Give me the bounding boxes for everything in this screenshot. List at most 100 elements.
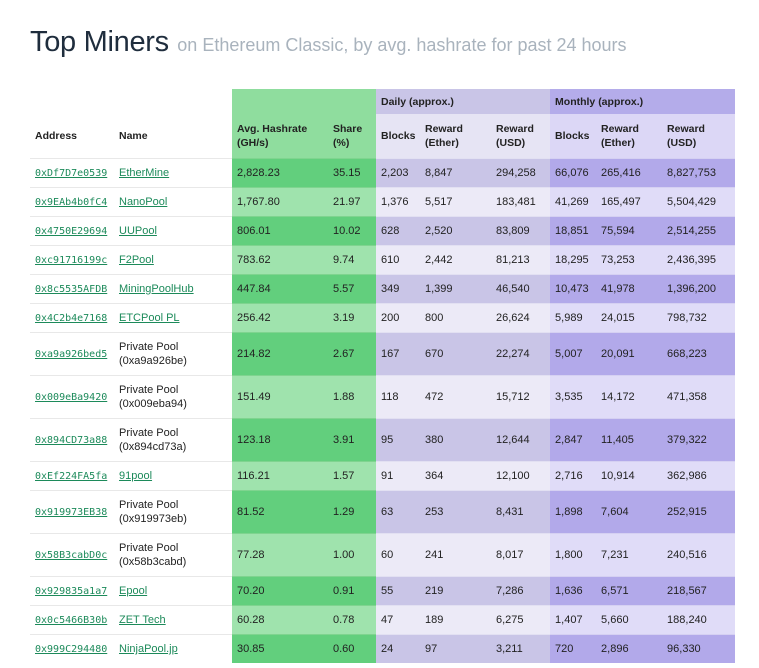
share-cell: 2.67 <box>328 332 376 376</box>
daily-reward-ether-cell: 380 <box>420 418 491 462</box>
daily-reward-ether-cell: 5,517 <box>420 187 491 217</box>
monthly-reward-usd-cell: 8,827,753 <box>662 158 736 188</box>
daily-reward-ether-cell: 800 <box>420 303 491 333</box>
miner-name-link[interactable]: F2Pool <box>119 254 154 266</box>
page-subtitle: on Ethereum Classic, by avg. hashrate fo… <box>177 35 627 55</box>
miner-name-link[interactable]: Epool <box>119 585 148 597</box>
column-header-daily-blocks: Blocks <box>376 114 420 159</box>
monthly-blocks-cell: 5,007 <box>550 332 597 376</box>
daily-reward-usd-cell: 6,275 <box>491 605 551 635</box>
daily-blocks-cell: 24 <box>376 634 420 663</box>
hashrate-cell: 1,767.80 <box>232 187 328 217</box>
monthly-blocks-cell: 3,535 <box>550 375 597 419</box>
name-cell: ETCPool PL <box>114 304 232 333</box>
monthly-reward-ether-cell: 75,594 <box>596 216 663 246</box>
miner-name-link[interactable]: EtherMine <box>119 167 170 179</box>
address-link[interactable]: 0x0c5466B30b <box>35 615 108 626</box>
table-row: 0xa9a926bed5 Private Pool (0xa9a926be) 214.… <box>30 332 736 376</box>
miner-name-link[interactable]: 91pool <box>119 470 153 482</box>
address-link[interactable]: 0xDf7D7e0539 <box>35 168 108 179</box>
miner-name: Private Pool <box>119 427 179 439</box>
monthly-blocks-cell: 2,847 <box>550 418 597 462</box>
miner-name-link[interactable]: ZET Tech <box>119 614 166 626</box>
monthly-reward-usd-cell: 218,567 <box>662 576 736 606</box>
column-header-monthly-reward-ether: Reward (Ether) <box>596 114 663 159</box>
daily-reward-ether-cell: 219 <box>420 576 491 606</box>
monthly-blocks-cell: 1,636 <box>550 576 597 606</box>
daily-reward-usd-cell: 12,100 <box>491 461 551 491</box>
hashrate-cell: 77.28 <box>232 533 328 577</box>
daily-blocks-cell: 200 <box>376 303 420 333</box>
table-row: 0x8c5535AFDB MiningPoolHub 447.84 5.57 349 1,… <box>30 274 736 304</box>
miner-name-link[interactable]: NinjaPool.jp <box>119 643 178 655</box>
daily-blocks-cell: 1,376 <box>376 187 420 217</box>
group-header-blank <box>30 89 232 114</box>
address-cell: 0x919973EB38 <box>30 491 114 534</box>
miner-name: Private Pool <box>119 341 179 353</box>
monthly-reward-ether-cell: 165,497 <box>596 187 663 217</box>
miner-name-link[interactable]: UUPool <box>119 225 157 237</box>
address-link[interactable]: 0x894CD73a88 <box>35 435 108 446</box>
group-header-row: Daily (approx.) Monthly (approx.) <box>30 89 736 114</box>
daily-reward-usd-cell: 81,213 <box>491 245 551 275</box>
miner-name-link[interactable]: NanoPool <box>119 196 168 208</box>
address-link[interactable]: 0x929835a1a7 <box>35 586 108 597</box>
miner-name-link[interactable]: ETCPool PL <box>119 312 180 324</box>
daily-reward-ether-cell: 97 <box>420 634 491 663</box>
miner-name-address: (0x919973eb) <box>119 513 187 525</box>
monthly-reward-usd-cell: 240,516 <box>662 533 736 577</box>
table-row: 0xEf224FA5fa 91pool 116.21 1.57 91 364 12,100 2… <box>30 461 736 491</box>
miner-name-link[interactable]: MiningPoolHub <box>119 283 194 295</box>
address-link[interactable]: 0x919973EB38 <box>35 507 108 518</box>
address-link[interactable]: 0x999C294480 <box>35 644 108 655</box>
daily-reward-usd-cell: 46,540 <box>491 274 551 304</box>
address-link[interactable]: 0x4750E29694 <box>35 226 108 237</box>
table-row: 0x4750E29694 UUPool 806.01 10.02 628 2,520 83,… <box>30 216 736 246</box>
table-row: 0x9EAb4b0fC4 NanoPool 1,767.80 21.97 1,376 5,… <box>30 187 736 217</box>
daily-blocks-cell: 55 <box>376 576 420 606</box>
address-link[interactable]: 0x4C2b4e7168 <box>35 313 108 324</box>
address-link[interactable]: 0x9EAb4b0fC4 <box>35 197 108 208</box>
monthly-reward-ether-cell: 7,231 <box>596 533 663 577</box>
monthly-reward-ether-cell: 14,172 <box>596 375 663 419</box>
address-cell: 0xDf7D7e0539 <box>30 159 114 188</box>
table-row: 0xc91716199c F2Pool 783.62 9.74 610 2,442 81,2… <box>30 245 736 275</box>
monthly-blocks-cell: 66,076 <box>550 158 597 188</box>
share-cell: 1.57 <box>328 461 376 491</box>
table-row: 0x4C2b4e7168 ETCPool PL 256.42 3.19 200 800 26… <box>30 303 736 333</box>
address-link[interactable]: 0x009eBa9420 <box>35 392 108 403</box>
share-cell: 1.88 <box>328 375 376 419</box>
address-link[interactable]: 0xEf224FA5fa <box>35 471 108 482</box>
column-header-address: Address <box>35 130 78 142</box>
hashrate-cell: 60.28 <box>232 605 328 635</box>
address-cell: 0xa9a926bed5 <box>30 333 114 376</box>
address-cell: 0x894CD73a88 <box>30 419 114 462</box>
monthly-reward-ether-cell: 7,604 <box>596 490 663 534</box>
name-cell: Private Pool (0x894cd73a) <box>114 419 232 462</box>
hashrate-cell: 123.18 <box>232 418 328 462</box>
name-cell: 91pool <box>114 462 232 491</box>
address-link[interactable]: 0xc91716199c <box>35 255 108 266</box>
monthly-reward-ether-cell: 265,416 <box>596 158 663 188</box>
address-cell: 0x4750E29694 <box>30 217 114 246</box>
column-header-daily-reward-ether: Reward (Ether) <box>420 114 491 159</box>
address-link[interactable]: 0xa9a926bed5 <box>35 349 108 360</box>
miner-name: Private Pool <box>119 499 179 511</box>
address-cell: 0x999C294480 <box>30 635 114 664</box>
monthly-reward-ether-cell: 5,660 <box>596 605 663 635</box>
name-cell: Private Pool (0xa9a926be) <box>114 333 232 376</box>
table-row: 0x929835a1a7 Epool 70.20 0.91 55 219 7,286 1,63… <box>30 576 736 606</box>
name-cell: EtherMine <box>114 159 232 188</box>
group-header-hashrate <box>232 89 376 114</box>
daily-blocks-cell: 118 <box>376 375 420 419</box>
monthly-reward-usd-cell: 188,240 <box>662 605 736 635</box>
column-header-monthly-blocks: Blocks <box>550 114 597 159</box>
monthly-reward-usd-cell: 1,396,200 <box>662 274 736 304</box>
daily-blocks-cell: 628 <box>376 216 420 246</box>
monthly-reward-usd-cell: 2,514,255 <box>662 216 736 246</box>
monthly-reward-ether-cell: 2,896 <box>596 634 663 663</box>
daily-reward-usd-cell: 3,211 <box>491 634 551 663</box>
address-link[interactable]: 0x58B3cabD0c <box>35 550 108 561</box>
address-link[interactable]: 0x8c5535AFDB <box>35 284 108 295</box>
table-row: 0x009eBa9420 Private Pool (0x009eba94) 151.… <box>30 375 736 419</box>
